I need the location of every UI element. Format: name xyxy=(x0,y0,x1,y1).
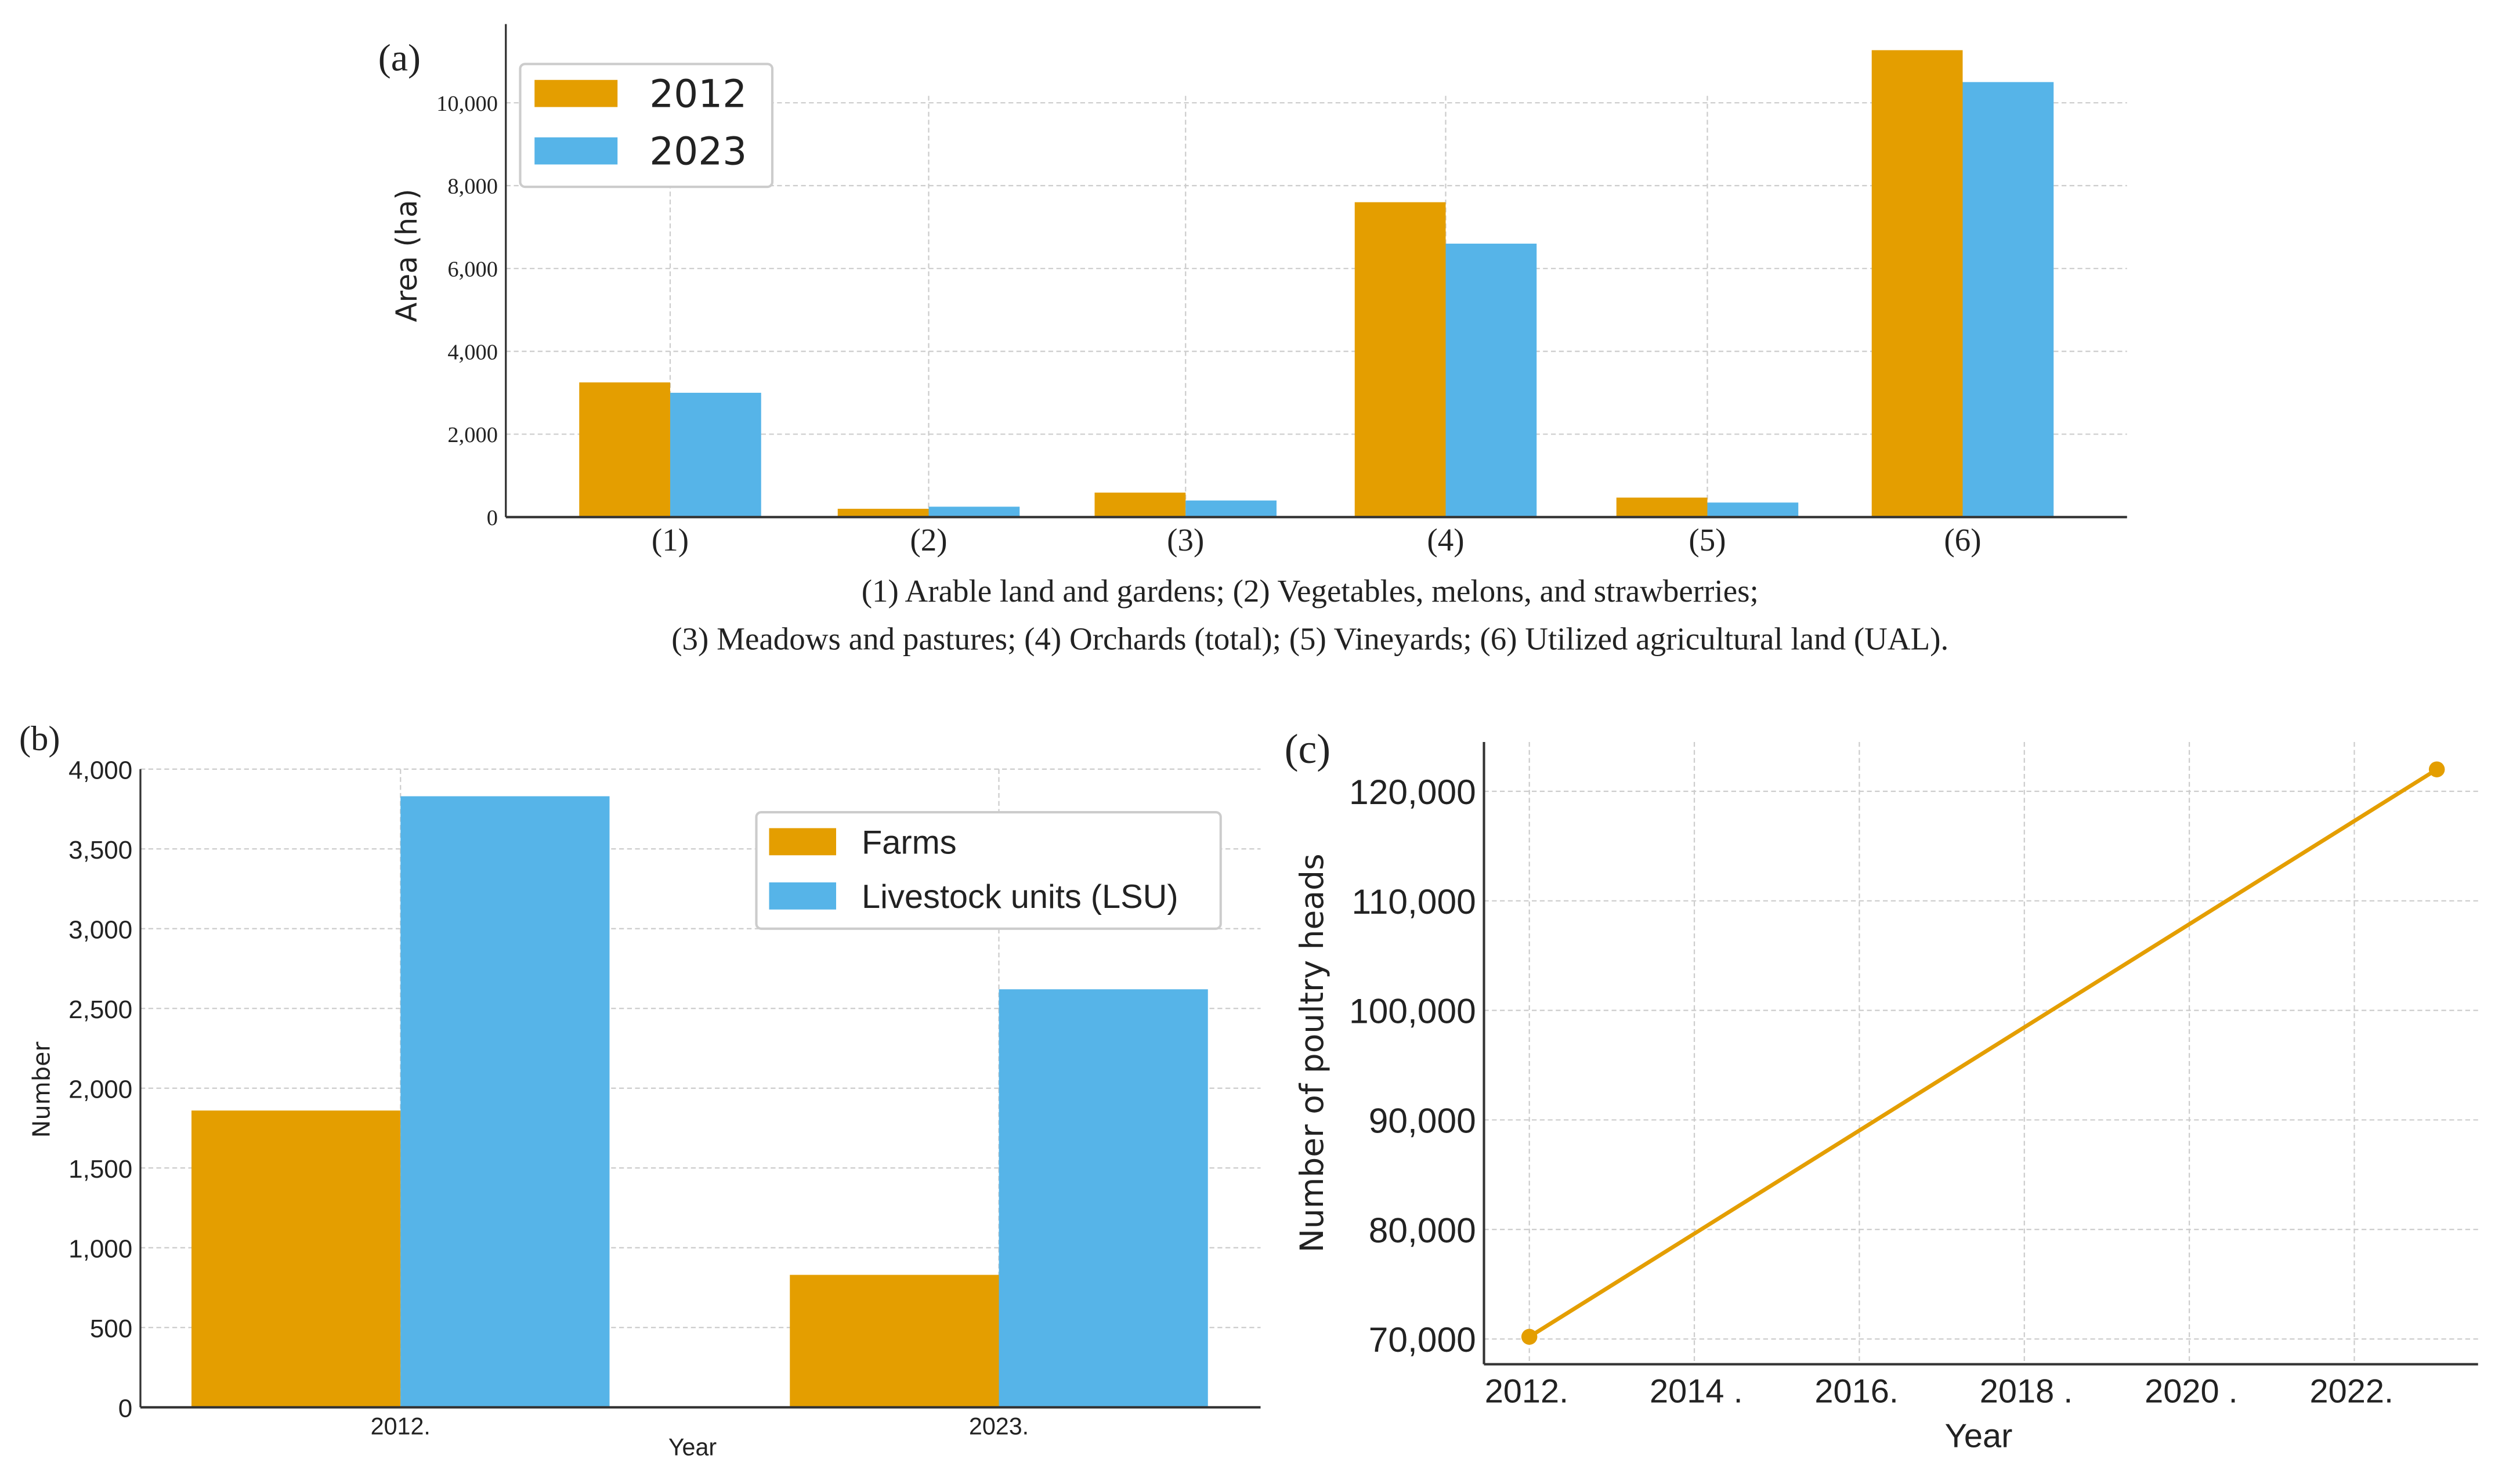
y-tick-label: 120,000 xyxy=(1349,772,1476,812)
y-tick-label: 2,000 xyxy=(447,423,498,447)
x-tick-label: (4) xyxy=(1427,522,1464,558)
bar-2012-1 xyxy=(579,382,670,517)
panel-b-farms-chart: (b) 0 500 1,000 1,500 2,000 2,500 3,000 3,500 4,0… xyxy=(19,719,1261,1460)
x-tick-label: (1) xyxy=(652,522,689,558)
y-tick-label: 4,000 xyxy=(447,340,498,364)
y-tick-label: 500 xyxy=(90,1315,132,1343)
panel-a-area-chart: (a) 0 2,000 4,000 6,000 8,000 10,000 (1) (2) (3) (… xyxy=(378,24,2127,558)
legend-box xyxy=(755,810,1222,930)
panel-c-poultry-chart: (c) 70,000 80,000 90,000 100,000 110,000 120,0… xyxy=(1285,726,2478,1455)
x-tick-label: 2020 . xyxy=(2145,1373,2238,1410)
bar-2023-4 xyxy=(1445,243,1537,517)
y-tick-label: 2,000 xyxy=(68,1075,132,1103)
x-tick-label: 2012. xyxy=(1485,1373,1569,1410)
legend-swatch xyxy=(769,828,836,856)
y-axis-label: Number of poultry heads xyxy=(1293,853,1330,1253)
poultry-line xyxy=(1528,768,2438,1339)
x-tick-label: 2014 . xyxy=(1650,1373,1743,1410)
y-tick-label: 90,000 xyxy=(1369,1101,1476,1140)
bar-2012-2 xyxy=(837,508,929,517)
x-tick-label: (2) xyxy=(910,522,947,558)
bar-2012-4 xyxy=(1354,202,1446,517)
bar-lsu-2012. xyxy=(400,796,610,1407)
panel-label: (b) xyxy=(19,719,60,758)
y-axis-label: Number xyxy=(27,1042,55,1138)
caption-line-1: (1) Arable land and gardens; (2) Vegetab… xyxy=(862,573,1759,609)
bar-farms-2023. xyxy=(790,1275,999,1407)
legend-label: 2023 xyxy=(649,129,747,174)
y-tick-label: 4,000 xyxy=(68,756,132,784)
y-tick-label: 0 xyxy=(487,506,498,530)
panel-label: (c) xyxy=(1285,726,1330,772)
y-tick-label: 0 xyxy=(118,1394,132,1423)
y-tick-label: 2,500 xyxy=(68,996,132,1024)
bar-2023-2 xyxy=(928,506,1020,517)
x-tick-label: (3) xyxy=(1167,522,1204,558)
legend-swatch-2012 xyxy=(534,79,618,107)
x-axis-label: Year xyxy=(1945,1418,2013,1455)
x-tick-label: (6) xyxy=(1944,522,1981,558)
y-tick-label: 6,000 xyxy=(447,258,498,282)
bar-lsu-2023. xyxy=(999,989,1208,1407)
bar-2012-3 xyxy=(1094,493,1186,517)
bar-2012-5 xyxy=(1616,497,1708,517)
x-tick-label: 2023. xyxy=(969,1413,1029,1440)
legend-swatch-2023 xyxy=(534,137,618,165)
x-tick-label: 2012. xyxy=(371,1413,431,1440)
data-point-2012 xyxy=(1521,1329,1538,1345)
y-tick-label: 80,000 xyxy=(1369,1210,1476,1250)
x-tick-label: 2022. xyxy=(2309,1373,2393,1410)
x-tick-label: 2018 . xyxy=(1980,1373,2073,1410)
y-tick-label: 3,500 xyxy=(68,836,132,864)
y-tick-label: 110,000 xyxy=(1352,882,1476,921)
y-tick-label: 1,500 xyxy=(68,1155,132,1183)
legend-label: Livestock units (LSU) xyxy=(862,878,1178,915)
bar-2023-5 xyxy=(1707,502,1799,517)
legend-label: 2012 xyxy=(649,72,747,117)
bar-2012-6 xyxy=(1871,50,1963,517)
y-tick-label: 8,000 xyxy=(447,175,498,199)
y-tick-label: 70,000 xyxy=(1369,1320,1476,1359)
bar-2023-3 xyxy=(1185,500,1277,517)
panel-label: (a) xyxy=(378,37,421,79)
y-tick-label: 100,000 xyxy=(1349,991,1476,1031)
legend-label: Farms xyxy=(862,824,957,862)
bar-2023-6 xyxy=(1962,82,2054,517)
y-tick-label: 3,000 xyxy=(68,915,132,944)
x-tick-label: 2016. xyxy=(1814,1373,1899,1410)
y-tick-label: 1,000 xyxy=(68,1235,132,1263)
bar-2023-1 xyxy=(670,393,761,517)
x-axis-label: Year xyxy=(668,1434,717,1460)
caption-line-2: (3) Meadows and pastures; (4) Orchards (… xyxy=(671,621,1948,657)
bar-farms-2012. xyxy=(191,1110,401,1407)
y-tick-label: 10,000 xyxy=(436,92,498,116)
legend-swatch xyxy=(769,882,836,910)
y-axis-label: Area (ha) xyxy=(390,189,424,322)
x-tick-label: (5) xyxy=(1689,522,1726,558)
data-point-2023 xyxy=(2428,761,2445,777)
